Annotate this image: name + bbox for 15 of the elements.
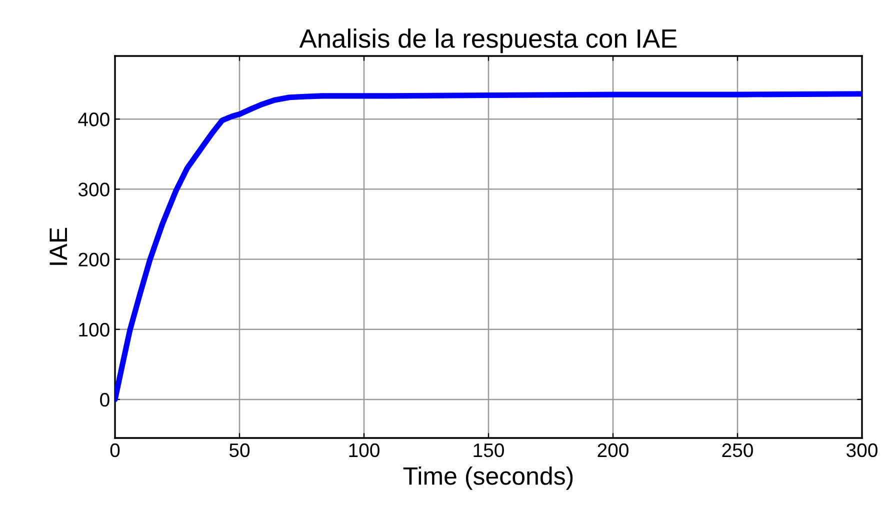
y-tick-label: 400 [78, 112, 110, 126]
x-tick-label: 150 [474, 443, 504, 458]
y-tick-label: 100 [79, 322, 110, 337]
x-tick-label: 0 [110, 443, 120, 458]
y-tick-label: 300 [78, 182, 110, 196]
x-tick-label: 50 [229, 443, 250, 458]
chart-title: Analisis de la respuesta con IAE [299, 28, 677, 54]
x-tick-label: 250 [722, 443, 753, 458]
x-tick-label: 200 [598, 443, 628, 458]
x-axis-title: Time (seconds) [403, 466, 573, 490]
y-tick-label: 200 [78, 252, 110, 267]
y-axis-title: IAE [50, 228, 67, 265]
y-tick-label: 0 [100, 392, 110, 407]
x-tick-label: 100 [349, 443, 380, 458]
x-tick-label: 300 [846, 443, 878, 458]
